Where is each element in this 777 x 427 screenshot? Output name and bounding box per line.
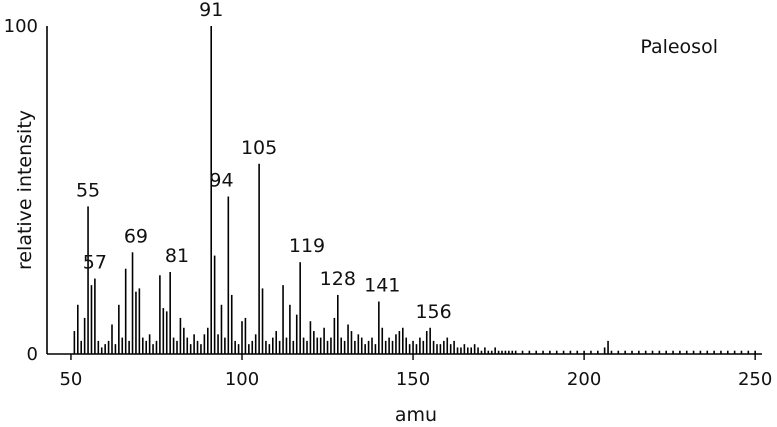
y-tick-label-100: 100 [4, 16, 38, 37]
peak-label-119: 119 [289, 235, 325, 257]
y-axis-ticks: 0 100 [4, 16, 38, 365]
peak-label-128: 128 [320, 268, 356, 290]
x-tick-label-250: 250 [738, 369, 772, 390]
sample-annotation: Paleosol [640, 36, 718, 58]
x-tick-label-100: 100 [225, 369, 259, 390]
peak-label-81: 81 [165, 245, 189, 267]
y-tick-label-0: 0 [27, 344, 38, 365]
x-axis-ticks: 50 100 150 200 250 [59, 354, 772, 390]
peak-label-156: 156 [415, 301, 451, 323]
peak-label-141: 141 [364, 275, 400, 297]
peak-label-55: 55 [76, 179, 100, 201]
peak-label-91: 91 [199, 0, 223, 21]
x-tick-label-200: 200 [567, 369, 601, 390]
y-axis-label: relative intensity [14, 110, 36, 270]
spectrum-bars [73, 26, 756, 354]
peak-label-94: 94 [209, 170, 233, 192]
x-tick-label-150: 150 [396, 369, 430, 390]
peak-label-105: 105 [241, 137, 277, 159]
peak-label-57: 57 [83, 252, 107, 274]
x-axis-label: amu [395, 404, 437, 426]
x-tick-label-50: 50 [59, 369, 82, 390]
peak-labels: 55 57 69 81 91 94 105 119 128 141 156 [76, 0, 452, 323]
peak-label-69: 69 [124, 225, 148, 247]
